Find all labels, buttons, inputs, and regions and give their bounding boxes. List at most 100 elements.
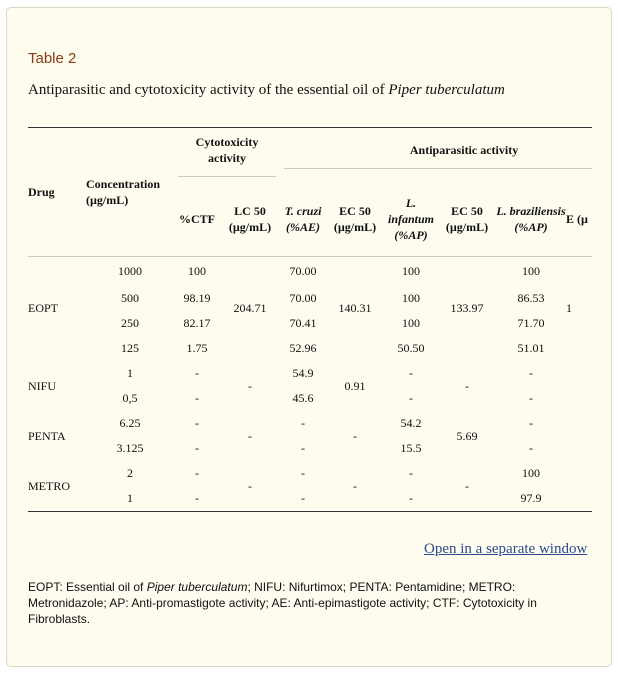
table-cell: - [195,466,199,480]
table-cell: 51.01 [517,341,545,355]
ec50-cell: 133.97 [450,301,484,316]
table-cell: - [301,491,306,505]
table-cell: 52.96 [289,341,317,355]
table-cell: METRO [28,478,70,493]
table-cell: 3.125 [116,441,144,455]
table-row: PENTA 6.25 - - - - 54.2 5.69 - [28,411,592,443]
table-cell: - [529,416,534,430]
table-cell: 82.17 [183,316,211,330]
caption-text: Antiparasitic and cytotoxicity activity … [28,82,389,98]
open-window-link[interactable]: Open in a separate window [424,541,588,557]
table-cell: - [409,466,414,480]
table-cell: - [301,416,306,430]
table-cell: - [301,441,306,455]
table-row: 1 - - - 97.9 [28,486,592,512]
ctf-cell: 100 [188,263,206,278]
table-cell: 6.25 [119,416,141,430]
table-cell: - [195,416,199,430]
table-cell: - [195,441,199,455]
table-cell: - [409,366,414,380]
table-cell: 97.9 [520,491,542,505]
table-cell: - [529,366,534,380]
table-cell: - [301,466,306,480]
table-cell: - [529,441,534,455]
table-cell: - [248,378,252,393]
table-cell: 0,5 [122,391,138,405]
header-cytotoxicity: Cytotoxicity activity [174,128,280,183]
table-label: Table 2 [28,50,77,67]
header-drug: Drug [28,184,55,199]
table-row: 0,5 - 45.6 - - [28,386,592,411]
ec50-cell: 140.31 [338,301,372,316]
table-cell: - [409,391,414,405]
caption-species: Piper tuberculatum [388,82,505,98]
table-cell: 70.00 [289,291,317,305]
table-cell: 500 [121,291,139,305]
table-row: NIFU 1 - - 54.9 0.91 - - - [28,361,592,393]
header-ec50-tcruzi: EC 50 (µg/mL) [333,203,377,234]
table-cell [566,411,592,461]
ec50-cell: 1 [566,301,573,316]
table-footnote: EOPT: Essential oil of Piper tuberculatu… [28,580,537,626]
table-cell: PENTA [28,428,66,443]
table-cell: 50.50 [397,341,425,355]
table-cell: 15.5 [400,441,422,455]
table-cell: - [465,478,470,493]
table-cell: 100 [402,291,421,305]
table-cell: 5.69 [456,428,478,443]
table-cell: 70.41 [289,316,317,330]
table-cell: - [248,428,252,443]
table-cell: 54.9 [292,366,314,380]
header-ec50-lbraziliensis: E (µ [566,211,588,226]
table-cell: 100 [402,316,421,330]
lc50-cell: 204.71 [233,301,267,316]
header-ec50-linfantum: EC 50 (µg/mL) [445,203,489,234]
table-cell: - [353,428,358,443]
lbraziliensis-cell: 100 [522,263,541,278]
table-cell: 54.2 [400,416,422,430]
tcruzi-cell: 70.00 [289,263,317,278]
table-cell: - [248,478,252,493]
table-row: 500 98.19 70.00 100 86.53 [28,286,592,311]
table-row: METRO 2 - - - - - - 100 [28,461,592,493]
table-cell: - [195,366,199,380]
table-row: 125 1.75 52.96 50.50 51.01 [28,336,592,361]
data-table-container: Drug Concentration (µg/mL) Cytotoxicity … [28,127,592,512]
table-cell: 1.75 [186,341,208,355]
table-cell: 250 [121,316,139,330]
table-cell: - [465,378,470,393]
header-lc50: LC 50 (µg/mL) [228,203,272,234]
table-cell: - [195,491,199,505]
table-row: 250 82.17 70.41 100 71.70 [28,311,592,336]
table-panel: Table 2 Antiparasitic and cytotoxicity a… [6,7,612,667]
table-cell [566,461,592,512]
table-cell [566,361,592,411]
table-cell: - [529,391,534,405]
table-cell: 125 [121,341,139,355]
table-row: EOPT 1000 100 204.71 70.00 140.31 100 13… [28,256,592,316]
table-cell: 0.91 [344,378,366,393]
header-lbraziliensis: L. braziliensis (%AP) [496,203,566,234]
data-table: Drug Concentration (µg/mL) Cytotoxicity … [28,127,592,512]
header-tcruzi: T. cruzi (%AE) [284,203,322,234]
table-cell: NIFU [28,378,57,393]
table-cell: 98.19 [183,291,211,305]
header-ctf: %CTF [179,211,215,226]
table-cell: - [409,491,414,505]
table-cell: 1 [127,491,133,505]
table-caption: Antiparasitic and cytotoxicity activity … [28,82,505,99]
table-cell: - [353,478,358,493]
table-cell: 2 [127,466,133,480]
table-row: 3.125 - - 15.5 - [28,436,592,461]
header-linfantum: L. infantum (%AP) [388,195,435,242]
table-cell: 86.53 [517,291,545,305]
table-cell: 1 [127,366,133,380]
header-concentration: Concentration (µg/mL) [86,176,160,207]
table-cell: 71.70 [517,316,545,330]
table-cell: 45.6 [292,391,314,405]
drug-cell: EOPT [28,301,58,316]
header-antiparasitic: Antiparasitic activity [280,128,592,183]
linfantum-cell: 100 [402,263,421,278]
table-cell: 100 [522,466,541,480]
conc-cell: 1000 [118,263,142,278]
